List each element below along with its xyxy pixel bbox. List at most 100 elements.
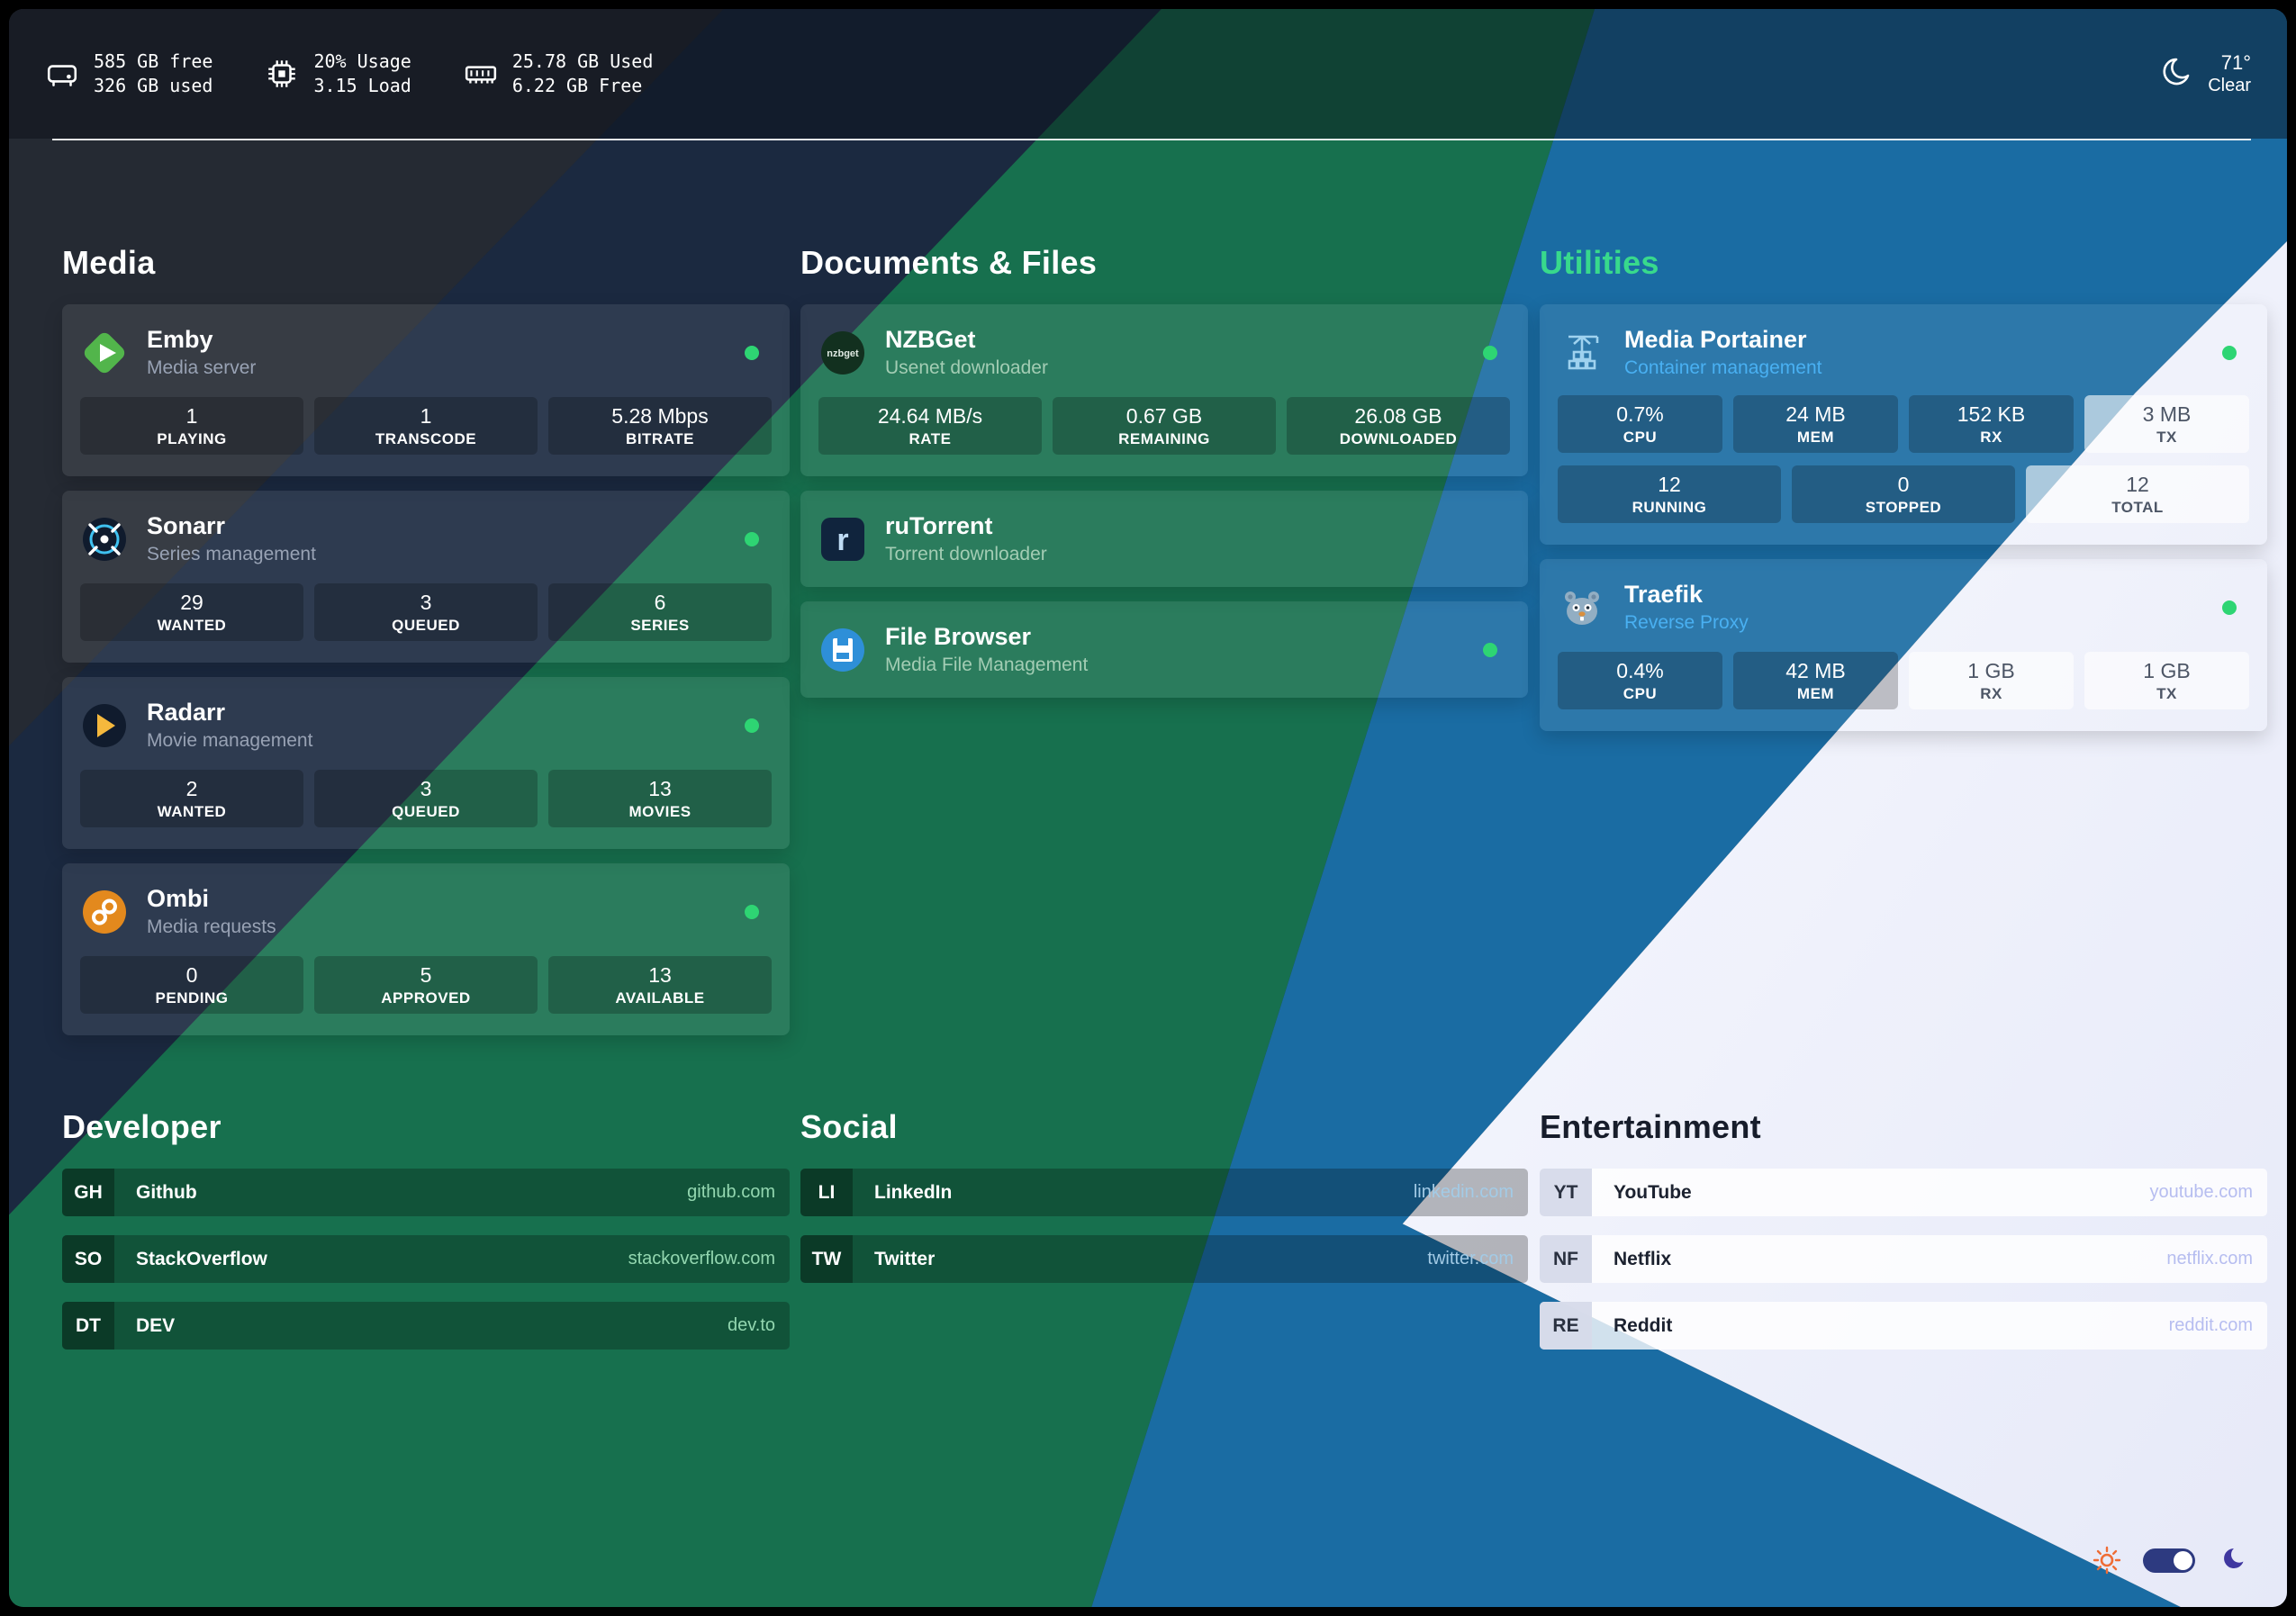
app-name: NZBGet	[885, 326, 976, 353]
stat-label: PLAYING	[157, 430, 227, 447]
link-abbr: YT	[1540, 1169, 1592, 1216]
stat-tile: 12 RUNNING	[1558, 465, 1781, 523]
ram-usage-stat: 25.78 GB Used 6.22 GB Free	[464, 50, 653, 98]
cpu-usage: 20% Usage	[313, 50, 411, 72]
weather-text: 71° Clear	[2208, 51, 2251, 96]
stat-label: TOTAL	[2111, 499, 2164, 516]
link-stackoverflow[interactable]: SO StackOverflow stackoverflow.com	[62, 1235, 790, 1283]
link-label: DEV	[136, 1314, 176, 1336]
app-subtitle: Usenet downloader	[885, 357, 1048, 378]
stat-label: TX	[2156, 685, 2177, 702]
stat-tile: 3 QUEUED	[314, 770, 538, 827]
developer-heading: Developer	[62, 1108, 221, 1145]
stat-value: 13	[648, 963, 672, 987]
app-name: Emby	[147, 326, 213, 353]
stat-tile: 0.7% CPU	[1558, 395, 1722, 453]
stat-tiles: 1 PLAYING 1 TRANSCODE 5.28 Mbps BITRATE	[80, 397, 772, 455]
stat-value: 12	[1658, 473, 1681, 496]
link-reddit[interactable]: RE Reddit reddit.com	[1540, 1302, 2267, 1350]
status-dot	[745, 904, 759, 919]
stat-label: DOWNLOADED	[1339, 430, 1458, 447]
link-url: dev.to	[728, 1315, 775, 1335]
stat-value: 6	[654, 591, 666, 614]
link-linkedin[interactable]: LI LinkedIn linkedin.com	[800, 1169, 1528, 1216]
stat-tile: 42 MB MEM	[1733, 652, 1898, 709]
stat-value: 0	[1897, 473, 1910, 496]
app-card-radarr[interactable]: Radarr Movie management 2 WANTED 3 QUEUED …	[62, 677, 790, 849]
app-card-rutorrent[interactable]: r ruTorrent Torrent downloader	[800, 491, 1528, 587]
stat-value: 2	[185, 777, 198, 800]
stat-label: REMAINING	[1118, 430, 1210, 447]
link-label: LinkedIn	[874, 1181, 953, 1203]
stat-tile: 1 TRANSCODE	[314, 397, 538, 455]
stat-label: AVAILABLE	[615, 989, 705, 1007]
clear-night-moon-icon	[2154, 54, 2193, 94]
dark-theme-moon-icon[interactable]	[2217, 1546, 2246, 1575]
app-card-portainer[interactable]: Media Portainer Container management 0.7…	[1540, 304, 2267, 545]
svg-text:r: r	[836, 523, 848, 557]
cpu-load: 3.15 Load	[313, 75, 411, 96]
link-youtube[interactable]: YT YouTube youtube.com	[1540, 1169, 2267, 1216]
app-name: Sonarr	[147, 512, 226, 539]
theme-toggle[interactable]	[2143, 1548, 2195, 1573]
status-dot	[1483, 345, 1497, 360]
stat-value: 1 GB	[2143, 659, 2191, 682]
stat-tile: 0.4% CPU	[1558, 652, 1722, 709]
link-github[interactable]: GH Github github.com	[62, 1169, 790, 1216]
social-heading: Social	[800, 1108, 898, 1145]
stat-tiles-row1: 0.7% CPU 24 MB MEM 152 KB RX 3 MB TX	[1558, 395, 2249, 453]
dashboard: 585 GB free 326 GB used 20% Usage 3.15 L…	[9, 9, 2287, 1607]
stat-label: MEM	[1796, 429, 1835, 446]
app-card-nzbget[interactable]: nzbget NZBGet Usenet downloader 24.64 MB…	[800, 304, 1528, 476]
app-card-sonarr[interactable]: Sonarr Series management 29 WANTED 3 QUEUE…	[62, 491, 790, 663]
stat-tile: 1 GB RX	[1909, 652, 2074, 709]
ram-free: 6.22 GB Free	[511, 75, 643, 96]
weather-condition: Clear	[2208, 76, 2251, 95]
weather-temp: 71°	[2220, 51, 2251, 74]
light-theme-sun-icon[interactable]	[2093, 1546, 2121, 1575]
app-card-ombi[interactable]: Ombi Media requests 0 PENDING 5 APPROVED 1…	[62, 863, 790, 1035]
link-label: YouTube	[1614, 1181, 1692, 1203]
link-abbr: GH	[62, 1169, 114, 1216]
stat-value: 12	[2126, 473, 2149, 496]
stat-value: 5	[420, 963, 432, 987]
status-dot	[745, 531, 759, 546]
stat-label: RATE	[908, 430, 952, 447]
app-card-filebrowser[interactable]: File Browser Media File Management	[800, 601, 1528, 698]
card-header: nzbget NZBGet Usenet downloader	[818, 326, 1510, 379]
stat-tile: 13 MOVIES	[548, 770, 772, 827]
stat-value: 152 KB	[1957, 402, 2026, 426]
stat-label: BITRATE	[626, 430, 694, 447]
utilities-heading: Utilities	[1540, 244, 1659, 281]
link-abbr: NF	[1540, 1235, 1592, 1283]
status-dot	[2222, 600, 2237, 615]
stat-tile: 13 AVAILABLE	[548, 956, 772, 1014]
app-subtitle: Series management	[147, 544, 316, 564]
link-netflix[interactable]: NF Netflix netflix.com	[1540, 1235, 2267, 1283]
link-dev[interactable]: DT DEV dev.to	[62, 1302, 790, 1350]
app-subtitle: Container management	[1624, 357, 1822, 378]
cpu-usage-text: 20% Usage 3.15 Load	[313, 50, 411, 98]
stat-label: CPU	[1623, 685, 1658, 702]
app-card-emby[interactable]: Emby Media server 1 PLAYING 1 TRANSCODE 5.…	[62, 304, 790, 476]
app-card-traefik[interactable]: Traefik Reverse Proxy 0.4% CPU 42 MB MEM 1…	[1540, 559, 2267, 731]
app-name: Media Portainer	[1624, 326, 1807, 353]
media-section: Media Emby Media server 1 PLAYING 1 TRANSC…	[62, 245, 790, 1050]
link-label: Twitter	[874, 1248, 936, 1269]
disk-usage-text: 585 GB free 326 GB used	[94, 50, 212, 98]
card-header: r ruTorrent Torrent downloader	[818, 512, 1510, 565]
stat-label: MOVIES	[628, 803, 692, 820]
media-heading: Media	[62, 244, 156, 281]
stat-value: 24 MB	[1785, 402, 1846, 426]
stat-label: STOPPED	[1865, 499, 1942, 516]
stat-tiles-row2: 12 RUNNING 0 STOPPED 12 TOTAL	[1558, 465, 2249, 523]
stat-tile: 1 PLAYING	[80, 397, 303, 455]
stat-tile: 6 SERIES	[548, 583, 772, 641]
stat-tiles: 0 PENDING 5 APPROVED 13 AVAILABLE	[80, 956, 772, 1014]
stat-label: RUNNING	[1632, 499, 1707, 516]
link-abbr: DT	[62, 1302, 114, 1350]
stat-value: 3 MB	[2142, 402, 2192, 426]
app-subtitle: Movie management	[147, 730, 313, 751]
link-twitter[interactable]: TW Twitter twitter.com	[800, 1235, 1528, 1283]
stat-tiles: 0.4% CPU 42 MB MEM 1 GB RX 1 GB TX	[1558, 652, 2249, 709]
